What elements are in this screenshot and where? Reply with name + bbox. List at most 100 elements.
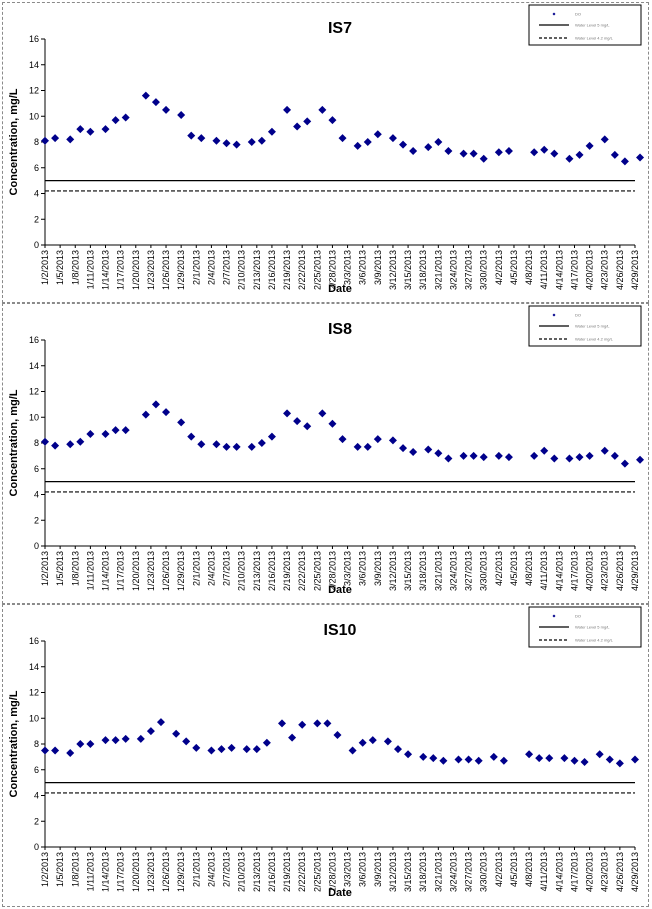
data-point [212,136,221,145]
data-point [489,752,498,761]
data-point [605,755,614,764]
x-tick-label: 4/8/2013 [524,551,534,586]
y-tick-label: 6 [34,765,39,775]
data-point [156,718,165,727]
data-point [121,734,130,743]
x-tick-label: 2/1/2013 [191,551,201,586]
x-tick-label: 1/29/2013 [176,852,186,892]
x-tick-label: 4/11/2013 [539,852,549,891]
data-point [585,141,594,150]
legend-entry: DO [575,614,581,619]
x-tick-label: 1/14/2013 [101,852,111,892]
x-tick-label: 3/27/2013 [464,250,474,290]
x-tick-label: 3/30/2013 [479,250,489,290]
legend-marker [552,614,556,618]
data-point [620,157,629,166]
data-point [162,105,171,114]
y-tick-label: 12 [29,688,39,698]
x-tick-label: 2/7/2013 [222,551,232,586]
data-point [257,136,266,145]
data-point [257,439,266,447]
y-tick-label: 0 [34,842,39,852]
data-point [41,437,49,446]
data-point [76,740,85,748]
chart-title: IS8 [328,321,352,338]
x-tick-label: 3/24/2013 [448,551,458,591]
data-point [86,740,95,748]
y-tick-label: 6 [34,464,39,474]
data-point [631,755,639,764]
data-point [162,408,171,417]
data-point [232,140,241,149]
data-point [212,440,221,449]
y-tick-label: 4 [34,189,39,199]
x-tick-label: 4/14/2013 [554,852,564,892]
x-tick-label: 3/9/2013 [373,250,383,285]
data-point [393,745,402,754]
x-tick-label: 1/11/2013 [85,551,95,590]
x-tick-label: 1/17/2013 [116,250,126,290]
x-tick-label: 4/2/2013 [494,250,504,285]
data-point [454,755,463,764]
data-point [101,736,110,745]
data-point [494,148,503,157]
data-point [373,435,382,444]
data-point [283,409,292,418]
x-tick-label: 2/1/2013 [191,250,201,285]
data-point [444,454,453,463]
x-tick-label: 2/13/2013 [252,551,262,591]
data-point [293,122,302,131]
data-point [177,418,186,427]
x-tick-label: 3/15/2013 [403,551,413,591]
chart-is7: IS7 0 2 4 6 8 10 12 14 16 1/2/2013 1/5/2013 1/8/2013… [8,4,645,295]
data-point [504,453,513,462]
data-point [51,134,60,143]
data-point [76,437,85,446]
x-tick-label: 2/13/2013 [252,250,262,290]
data-point [474,756,483,765]
y-tick-label: 8 [34,438,39,448]
legend-entry: Water Level 5 mg/L [575,625,610,630]
x-tick-label: 3/3/2013 [343,250,353,285]
data-point [550,149,559,158]
x-tick-label: 2/16/2013 [267,551,277,591]
x-tick-label: 3/6/2013 [358,250,368,285]
data-point [530,148,539,157]
x-tick-label: 2/28/2013 [327,551,337,591]
x-tick-label: 2/19/2013 [282,250,292,290]
data-point [530,451,539,460]
data-point [328,419,337,428]
data-point [459,149,468,158]
x-tick-label: 2/22/2013 [297,551,307,591]
x-tick-label: 3/24/2013 [448,250,458,290]
data-point [363,138,372,146]
data-point [262,738,271,747]
x-tick-label: 4/5/2013 [509,551,519,586]
data-point [177,110,186,119]
x-tick-label: 4/5/2013 [509,852,519,887]
chart-is10: IS10 0 2 4 6 8 10 12 14 16 1/2/2013 1/5/2013 1/8/201… [8,606,642,899]
x-tick-label: 3/30/2013 [479,852,489,892]
y-tick-label: 14 [29,361,39,371]
y-axis-title: Concentration, mg/L [8,389,20,496]
data-point [318,105,327,114]
legend-entry: Water Level 4.2 mg/L [575,337,614,342]
legend-entry: DO [575,313,581,318]
data-point [333,730,342,739]
data-point [51,441,60,450]
data-point [172,729,181,738]
data-point [328,116,337,125]
data-point [419,752,428,761]
x-tick-label: 1/2/2013 [40,250,50,285]
x-tick-label: 2/4/2013 [206,551,216,586]
data-point [545,754,554,763]
data-point [494,451,503,460]
chart-panel-is10: IS10 0 2 4 6 8 10 12 14 16 1/2/2013 1/5/2013 1/8/201… [2,604,649,907]
x-tick-label: 2/1/2013 [191,852,201,887]
data-point [469,451,478,460]
x-tick-label: 2/25/2013 [312,551,322,591]
data-point [141,91,150,100]
data-point [146,727,155,736]
data-point [600,135,609,144]
data-point [86,429,95,438]
